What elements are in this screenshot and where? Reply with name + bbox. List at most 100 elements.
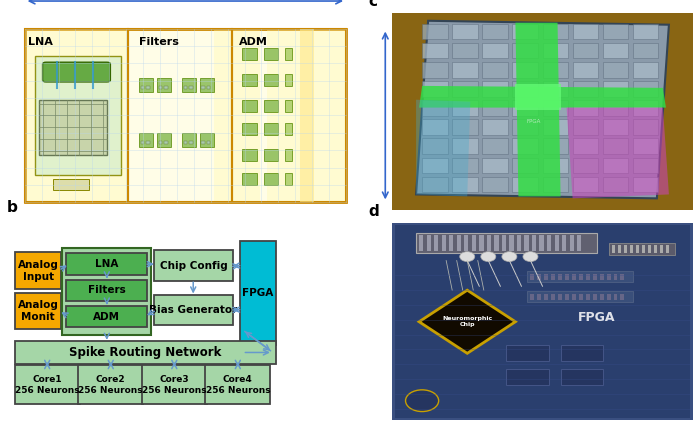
FancyBboxPatch shape [62,248,151,335]
FancyBboxPatch shape [142,366,206,404]
Bar [573,100,598,116]
Bar [422,177,448,193]
Bar [141,141,144,144]
Bar [666,245,669,253]
Bar [593,294,596,300]
Bar [482,42,508,58]
Bar [452,139,478,154]
Bar [636,245,639,253]
Bar [542,42,568,58]
FancyBboxPatch shape [205,366,270,404]
Bar [633,100,659,116]
FancyBboxPatch shape [242,48,257,60]
FancyBboxPatch shape [264,48,278,60]
Text: b: b [7,200,18,215]
Bar [573,62,598,78]
FancyBboxPatch shape [15,366,80,404]
Bar [482,139,508,154]
Text: Core1
256 Neurons: Core1 256 Neurons [15,375,80,395]
Bar [512,81,538,97]
Bar [486,235,491,251]
Polygon shape [416,21,669,198]
Bar [603,62,629,78]
Bar [452,81,478,97]
Bar [542,177,568,193]
Bar [633,177,659,193]
FancyBboxPatch shape [528,291,633,302]
Bar [558,294,562,300]
Bar [206,86,210,89]
Bar [542,62,568,78]
FancyBboxPatch shape [286,173,293,184]
Text: Filters: Filters [88,285,126,296]
Bar [572,294,576,300]
FancyBboxPatch shape [561,345,603,361]
Bar [573,24,598,39]
Bar [512,62,538,78]
Polygon shape [419,86,666,108]
Bar [633,24,659,39]
Bar [603,81,629,97]
Circle shape [460,252,475,262]
Bar [586,294,590,300]
Bar [573,139,598,154]
Bar [540,235,544,251]
Bar [422,119,448,135]
Polygon shape [515,23,561,196]
Bar [573,42,598,58]
Bar [510,235,514,251]
Bar [442,235,446,251]
FancyBboxPatch shape [286,100,293,112]
Bar [183,86,187,89]
Bar [434,235,438,251]
FancyBboxPatch shape [267,29,346,202]
Bar [573,177,598,193]
Bar [613,275,617,280]
FancyBboxPatch shape [609,243,675,255]
Bar [482,100,508,116]
Bar [633,157,659,173]
Bar [426,235,430,251]
Bar [452,42,478,58]
Bar [422,139,448,154]
FancyBboxPatch shape [43,62,111,82]
Bar [422,100,448,116]
Bar [586,275,590,280]
Bar [562,235,566,251]
Bar [603,177,629,193]
Bar [593,275,596,280]
Bar [512,24,538,39]
Bar [538,275,541,280]
FancyBboxPatch shape [286,48,293,60]
FancyBboxPatch shape [199,78,214,92]
FancyBboxPatch shape [214,29,260,202]
Polygon shape [566,108,669,198]
Bar [565,294,569,300]
Bar [565,275,569,280]
Bar [600,275,603,280]
Bar [573,157,598,173]
Bar [538,294,541,300]
Bar [603,157,629,173]
Bar [517,235,521,251]
Bar [141,86,144,89]
Bar [512,177,538,193]
FancyBboxPatch shape [392,13,693,210]
Bar [449,235,454,251]
Bar [512,42,538,58]
FancyBboxPatch shape [53,178,89,190]
Bar [579,294,583,300]
Bar [545,294,548,300]
Bar [464,235,468,251]
FancyBboxPatch shape [139,78,153,92]
Bar [422,81,448,97]
Bar [206,141,210,144]
Bar [452,100,478,116]
Bar [480,235,484,251]
Circle shape [405,390,439,411]
Bar [422,62,448,78]
FancyBboxPatch shape [182,133,196,147]
Bar [452,177,478,193]
Bar [512,100,538,116]
Bar [642,245,645,253]
